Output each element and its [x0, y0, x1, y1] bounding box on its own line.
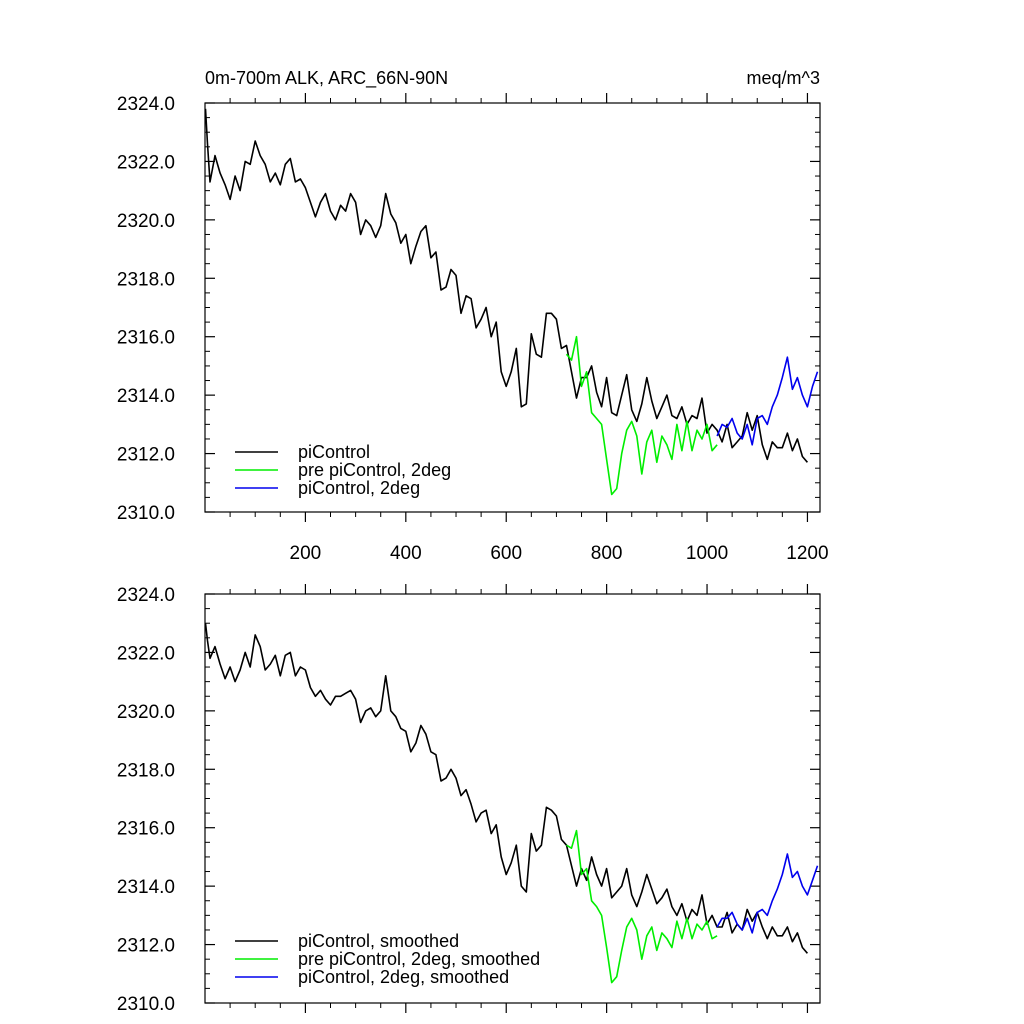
series-line: [565, 335, 718, 496]
units-label: meq/m^3: [747, 68, 820, 88]
y-tick-label: 2312.0: [117, 936, 175, 957]
y-tick-label: 2318.0: [117, 269, 175, 290]
series-line: [204, 108, 809, 463]
legend-label: piControl: [298, 442, 370, 462]
x-tick-label: 1000: [686, 543, 728, 564]
top-panel: 0m-700m ALK, ARC_66N-90N meq/m^3 200 400 6…: [117, 68, 829, 564]
legend-label: pre piControl, 2deg: [298, 460, 451, 480]
series-line: [716, 853, 819, 934]
y-tick-label: 2320.0: [117, 702, 175, 723]
y-tick-label: 2322.0: [117, 643, 175, 664]
y-tick-label: 2324.0: [117, 585, 175, 606]
series-line: [566, 829, 718, 984]
legend-label: pre piControl, 2deg, smoothed: [298, 949, 540, 969]
legend-label: piControl, 2deg, smoothed: [298, 967, 509, 987]
y-tick-label: 2314.0: [117, 386, 175, 407]
chart-title: 0m-700m ALK, ARC_66N-90N: [205, 68, 448, 89]
x-tick-label: 200: [290, 543, 322, 564]
legend-label: piControl, smoothed: [298, 931, 459, 951]
series-line: [204, 623, 809, 954]
x-tick-label: 400: [390, 543, 422, 564]
legend-label: piControl, 2deg: [298, 478, 420, 498]
y-tick-label: 2314.0: [117, 877, 175, 898]
y-tick-label: 2320.0: [117, 211, 175, 232]
y-tick-label: 2316.0: [117, 328, 175, 349]
x-tick-label: 600: [490, 543, 522, 564]
y-tick-label: 2312.0: [117, 445, 175, 466]
y-tick-label: 2318.0: [117, 760, 175, 781]
y-tick-label: 2310.0: [117, 503, 175, 524]
y-tick-label: 2316.0: [117, 819, 175, 840]
y-tick-label: 2310.0: [117, 994, 175, 1015]
x-tick-label: 800: [591, 543, 623, 564]
series-line: [716, 356, 819, 446]
y-tick-label: 2322.0: [117, 152, 175, 173]
y-tick-label: 2324.0: [117, 94, 175, 115]
x-tick-label: 1200: [786, 543, 828, 564]
bottom-panel: 2310.0 2312.0 2314.0 2316.0 2318.0 2320.0 2322…: [117, 584, 821, 1015]
